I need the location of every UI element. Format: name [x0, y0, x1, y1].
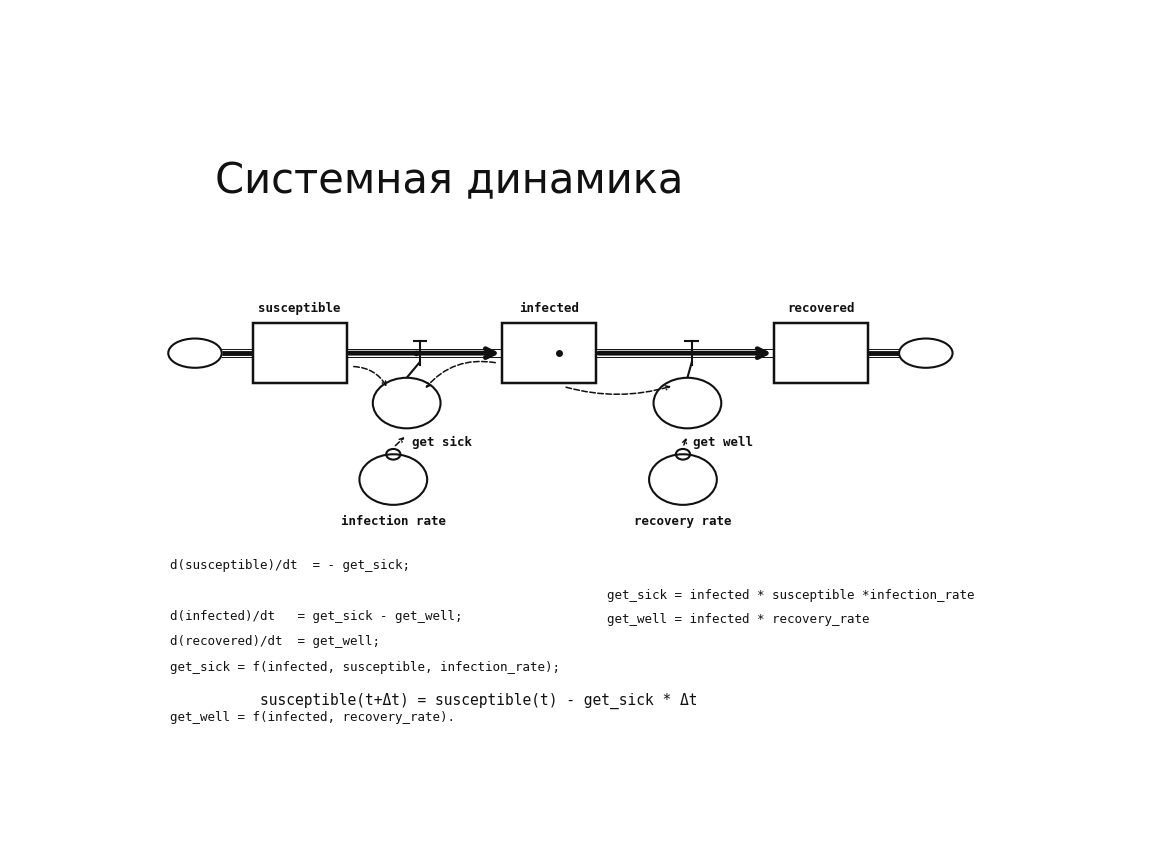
Text: infection rate: infection rate	[340, 515, 446, 528]
Bar	[503, 323, 596, 383]
Text: infected: infected	[520, 302, 580, 315]
Text: recovery rate: recovery rate	[634, 515, 731, 528]
Text: d(susceptible)/dt  = - get_sick;: d(susceptible)/dt = - get_sick;	[170, 559, 411, 572]
Text: susceptible: susceptible	[259, 302, 340, 315]
Ellipse shape	[168, 339, 222, 368]
Text: get well: get well	[693, 436, 753, 449]
Text: get_well = infected * recovery_rate: get_well = infected * recovery_rate	[607, 613, 869, 626]
Text: get_sick = infected * susceptible *infection_rate: get_sick = infected * susceptible *infec…	[607, 589, 975, 602]
Text: d(recovered)/dt  = get_well;: d(recovered)/dt = get_well;	[170, 635, 381, 648]
Bar	[774, 323, 868, 383]
Bar	[253, 323, 346, 383]
Text: susceptible(t+Δt) = susceptible(t) - get_sick * Δt: susceptible(t+Δt) = susceptible(t) - get…	[260, 692, 697, 708]
Text: get sick: get sick	[413, 436, 473, 449]
Text: get_well = f(infected, recovery_rate).: get_well = f(infected, recovery_rate).	[170, 711, 455, 724]
Text: d(infected)/dt   = get_sick - get_well;: d(infected)/dt = get_sick - get_well;	[170, 610, 463, 623]
Ellipse shape	[899, 339, 952, 368]
Text: recovered: recovered	[788, 302, 854, 315]
Text: Системная динамика: Системная динамика	[215, 160, 683, 202]
Text: get_sick = f(infected, susceptible, infection_rate);: get_sick = f(infected, susceptible, infe…	[170, 660, 560, 674]
